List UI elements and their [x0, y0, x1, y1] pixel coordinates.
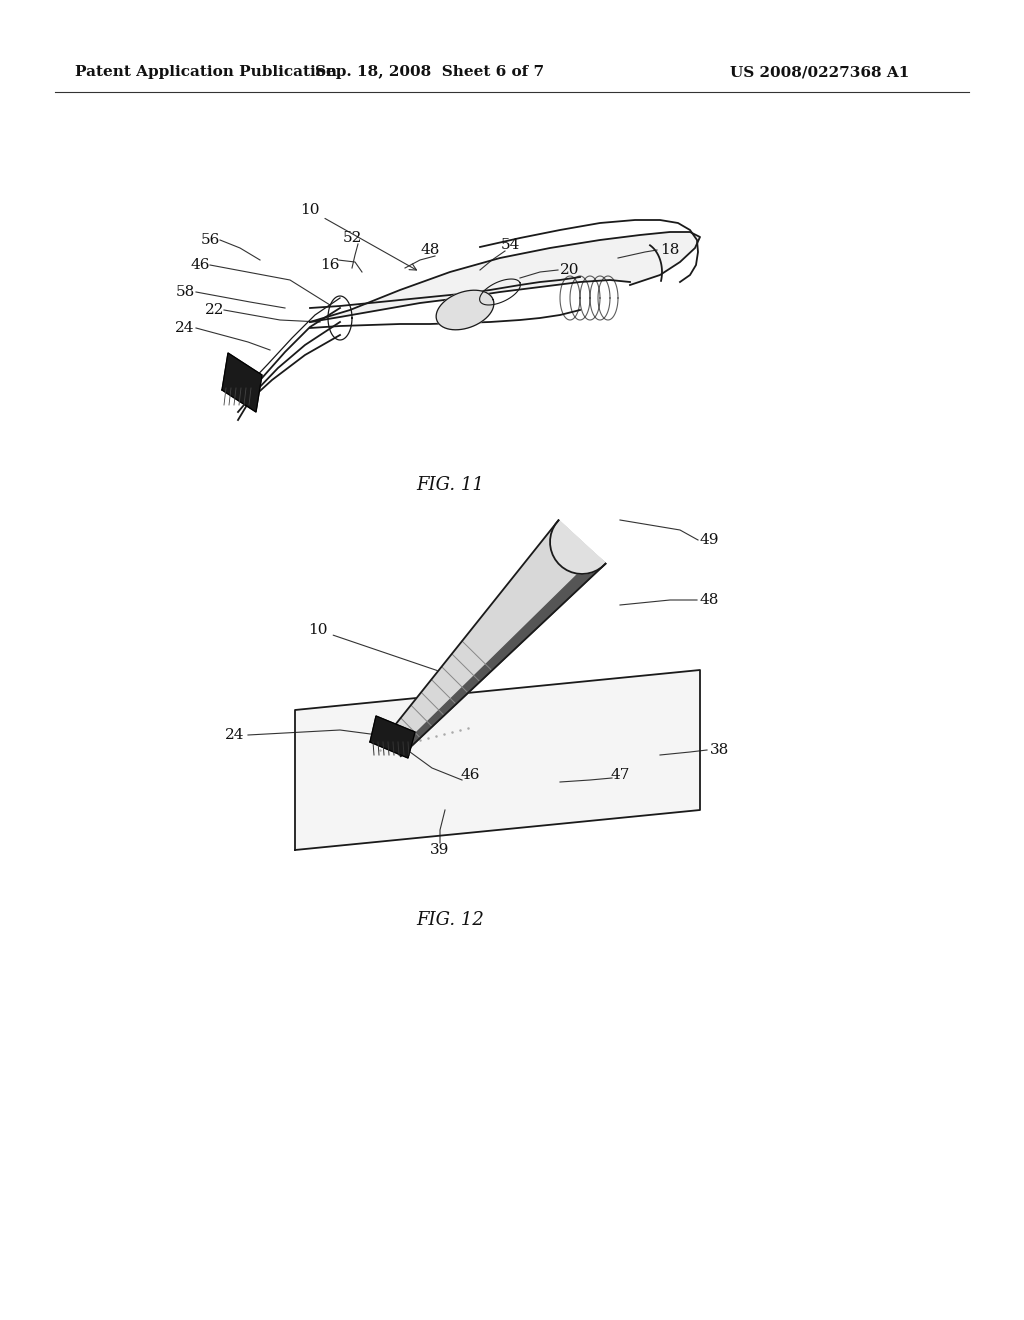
Text: 20: 20: [560, 263, 580, 277]
Polygon shape: [396, 556, 605, 756]
Text: 22: 22: [205, 304, 224, 317]
Text: 48: 48: [700, 593, 720, 607]
Text: 16: 16: [321, 257, 340, 272]
Polygon shape: [550, 520, 605, 574]
Polygon shape: [370, 715, 415, 758]
Text: 10: 10: [300, 203, 417, 271]
Text: 47: 47: [610, 768, 630, 781]
Polygon shape: [310, 232, 700, 322]
Text: Patent Application Publication: Patent Application Publication: [75, 65, 337, 79]
Text: 39: 39: [430, 843, 450, 857]
Polygon shape: [295, 671, 700, 850]
Text: 52: 52: [342, 231, 361, 246]
Text: FIG. 12: FIG. 12: [416, 911, 484, 929]
Text: 24: 24: [225, 729, 245, 742]
Text: 38: 38: [710, 743, 729, 756]
Text: 49: 49: [700, 533, 720, 546]
Text: 46: 46: [460, 768, 480, 781]
Text: 10: 10: [308, 623, 461, 680]
Text: 24: 24: [175, 321, 195, 335]
Text: 46: 46: [190, 257, 210, 272]
Text: FIG. 11: FIG. 11: [416, 477, 484, 494]
Text: Sep. 18, 2008  Sheet 6 of 7: Sep. 18, 2008 Sheet 6 of 7: [315, 65, 545, 79]
Text: 56: 56: [201, 234, 220, 247]
Text: US 2008/0227368 A1: US 2008/0227368 A1: [730, 65, 909, 79]
Text: 54: 54: [501, 238, 520, 252]
Polygon shape: [383, 520, 605, 756]
Polygon shape: [436, 290, 494, 330]
Text: 58: 58: [175, 285, 195, 300]
Polygon shape: [222, 352, 262, 412]
Text: 48: 48: [420, 243, 439, 257]
Text: 18: 18: [660, 243, 679, 257]
